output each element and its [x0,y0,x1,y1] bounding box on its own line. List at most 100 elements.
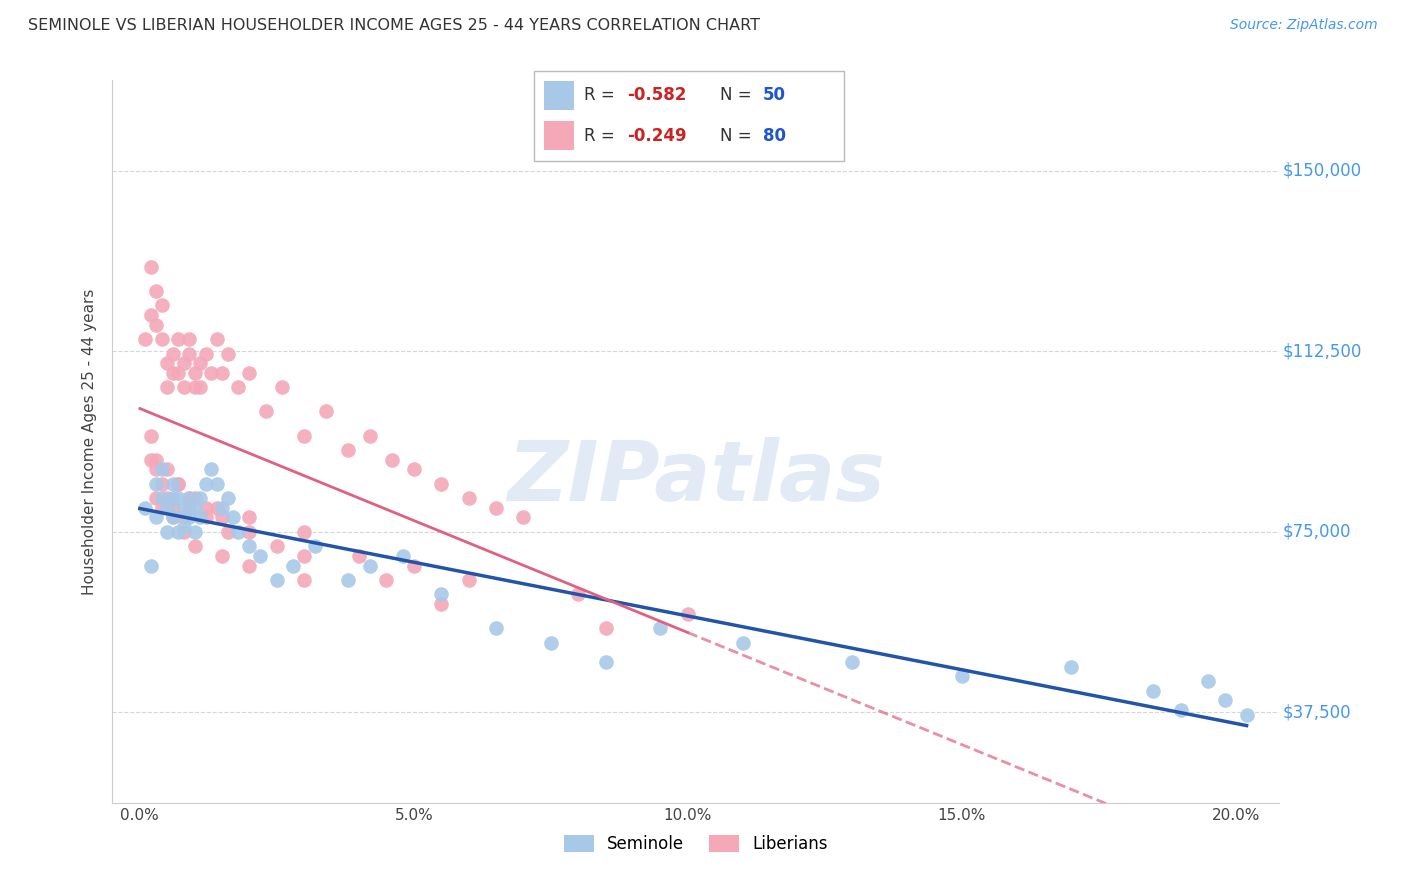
Point [145,452,167,467]
Point [150,500,173,515]
Point [1060,659,1083,673]
Point [139,308,162,322]
Point [205,500,228,515]
Point [156,462,179,476]
Point [254,404,277,418]
Point [145,462,167,476]
Point [650,621,672,635]
Point [238,558,260,573]
Point [200,366,222,380]
Point [485,621,508,635]
Point [205,476,228,491]
Point [238,539,260,553]
Point [139,558,162,573]
Text: -0.582: -0.582 [627,87,686,104]
Point [150,332,173,346]
Point [167,366,190,380]
Point [211,366,233,380]
Point [139,452,162,467]
Point [183,380,205,394]
Point [167,524,190,539]
Text: $112,500: $112,500 [1282,343,1362,360]
Point [162,510,184,524]
Point [183,491,205,505]
Point [304,539,326,553]
FancyBboxPatch shape [544,121,575,150]
Point [162,491,184,505]
Point [457,491,479,505]
Point [292,549,315,563]
Point [150,462,173,476]
Point [266,539,288,553]
Point [188,491,211,505]
Point [238,524,260,539]
Point [145,318,167,332]
Point [183,539,205,553]
Point [173,356,195,370]
Text: ZIPatlas: ZIPatlas [508,437,884,518]
Point [156,500,179,515]
Point [222,510,245,524]
Point [162,476,184,491]
Point [173,500,195,515]
Point [156,491,179,505]
Point [512,510,534,524]
Point [173,510,195,524]
Point [145,284,167,298]
Point [162,346,184,360]
Point [375,573,398,587]
Point [173,380,195,394]
Point [179,491,201,505]
Point [249,549,271,563]
Point [347,549,370,563]
Point [1236,707,1258,722]
Point [292,573,315,587]
Point [194,510,217,524]
Point [139,260,162,274]
Point [188,380,211,394]
Point [676,607,699,621]
Point [167,476,190,491]
Point [292,428,315,442]
Text: N =: N = [720,127,756,145]
Point [266,573,288,587]
Point [150,476,173,491]
Text: Source: ZipAtlas.com: Source: ZipAtlas.com [1230,18,1378,32]
Point [179,332,201,346]
Point [167,332,190,346]
Point [150,491,173,505]
Point [167,476,190,491]
Point [595,621,617,635]
Point [337,573,360,587]
Text: N =: N = [720,87,756,104]
Point [145,491,167,505]
Point [430,597,453,611]
Point [139,428,162,442]
Point [1213,693,1236,707]
Point [183,524,205,539]
Text: R =: R = [583,87,620,104]
Point [179,510,201,524]
Point [292,524,315,539]
Point [183,500,205,515]
Point [134,332,156,346]
Point [337,442,360,457]
Text: R =: R = [583,127,620,145]
Point [205,332,228,346]
Point [145,510,167,524]
Text: SEMINOLE VS LIBERIAN HOUSEHOLDER INCOME AGES 25 - 44 YEARS CORRELATION CHART: SEMINOLE VS LIBERIAN HOUSEHOLDER INCOME … [28,18,761,33]
Text: -0.249: -0.249 [627,127,686,145]
Point [402,462,425,476]
Point [567,587,589,601]
Point [485,500,508,515]
Point [217,346,239,360]
Text: $75,000: $75,000 [1282,523,1351,541]
Point [271,380,294,394]
Point [457,573,479,587]
Point [283,558,305,573]
Point [359,558,381,573]
Legend: Seminole, Liberians: Seminole, Liberians [557,828,835,860]
Point [194,476,217,491]
Point [430,587,453,601]
Point [167,491,190,505]
